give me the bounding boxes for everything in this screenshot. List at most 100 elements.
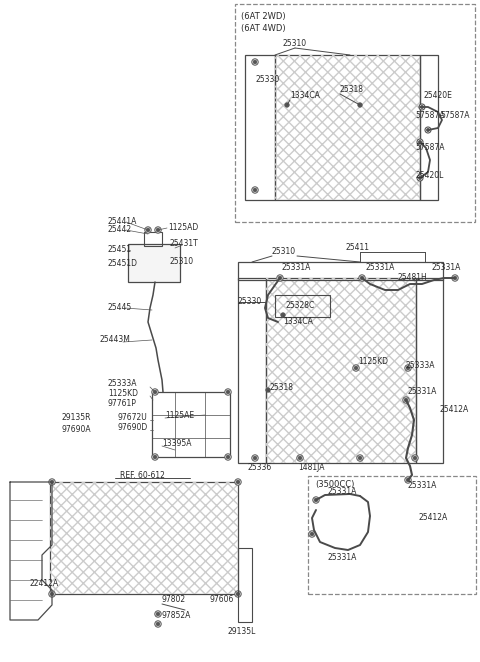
Circle shape [49,591,55,597]
Bar [235,4,475,222]
Text: 1481JA: 1481JA [298,463,324,473]
Bar [275,55,420,200]
Circle shape [427,128,430,132]
Text: 97690A: 97690A [62,426,92,434]
Circle shape [156,612,160,616]
Circle shape [225,453,231,460]
Circle shape [417,139,423,145]
Circle shape [403,397,409,403]
Circle shape [419,104,425,110]
Bar [50,482,238,594]
Bar [238,262,443,280]
Circle shape [278,276,282,280]
Text: 25451: 25451 [108,246,132,254]
Text: 25331A: 25331A [408,387,437,397]
Circle shape [453,276,457,280]
Text: 25310: 25310 [272,248,296,256]
Bar [266,278,416,463]
Text: 25420E: 25420E [424,91,453,99]
Text: 57587A: 57587A [415,111,444,120]
Circle shape [297,455,303,461]
Text: 29135L: 29135L [228,628,256,636]
Bar [152,392,230,457]
Text: 25451D: 25451D [108,260,138,269]
Circle shape [354,366,358,370]
Circle shape [226,455,230,459]
Circle shape [405,477,411,483]
Circle shape [281,313,285,317]
Bar [144,232,162,246]
Text: 97672U: 97672U [118,414,148,422]
Circle shape [419,140,421,144]
Circle shape [298,456,302,460]
Circle shape [404,399,408,402]
Circle shape [358,456,362,460]
Bar [416,278,443,463]
Circle shape [406,366,410,370]
Circle shape [353,365,359,371]
Circle shape [252,187,258,193]
Circle shape [253,188,257,192]
Circle shape [360,276,364,280]
Text: 1334CA: 1334CA [290,91,320,99]
Text: 25441A: 25441A [108,218,137,226]
Circle shape [359,275,365,281]
Text: 25310: 25310 [170,258,194,267]
Circle shape [252,59,258,65]
Bar [50,482,238,594]
Circle shape [285,103,289,107]
Text: 97802: 97802 [162,596,186,604]
Text: REF. 60-612: REF. 60-612 [120,471,165,481]
Circle shape [266,388,270,392]
Circle shape [156,622,160,626]
Text: 1125KD: 1125KD [358,357,388,367]
Text: 25481H: 25481H [398,273,428,283]
Circle shape [156,228,160,232]
Circle shape [235,479,241,485]
Text: 57587A: 57587A [415,144,444,152]
Text: 22412A: 22412A [30,579,59,589]
Circle shape [226,390,230,394]
Circle shape [309,531,315,537]
Circle shape [50,480,54,484]
Text: 25331A: 25331A [365,263,395,273]
Bar [238,548,252,622]
Circle shape [253,60,257,64]
Bar [245,55,275,200]
Circle shape [152,389,158,395]
Bar [275,55,420,200]
Text: 25412A: 25412A [419,514,448,522]
Text: 25445: 25445 [108,303,132,312]
Text: 25442: 25442 [108,226,132,234]
Circle shape [314,498,318,502]
Circle shape [50,592,54,596]
Circle shape [420,105,423,109]
Text: 25328C: 25328C [285,301,314,310]
Text: 1125AE: 1125AE [165,412,194,420]
Text: 25333A: 25333A [406,361,435,371]
Text: 25330: 25330 [238,297,262,307]
Circle shape [277,275,283,281]
Text: 57587A: 57587A [440,111,469,120]
Text: 25443M: 25443M [100,336,131,344]
Text: 97852A: 97852A [162,612,192,620]
Bar [128,244,180,282]
Circle shape [145,227,151,233]
Bar [275,295,330,317]
Text: 13395A: 13395A [162,440,192,448]
Circle shape [252,455,258,461]
Circle shape [310,532,314,536]
Text: 25331A: 25331A [328,487,358,496]
Circle shape [412,455,418,461]
Circle shape [236,592,240,596]
Circle shape [425,127,431,133]
Circle shape [253,456,257,460]
Circle shape [146,228,150,232]
Circle shape [413,456,417,460]
Circle shape [153,455,157,459]
Circle shape [313,496,319,503]
Text: 25331A: 25331A [432,263,461,273]
Text: 29135R: 29135R [62,414,92,422]
Circle shape [153,390,157,394]
Text: 25333A: 25333A [108,379,137,389]
